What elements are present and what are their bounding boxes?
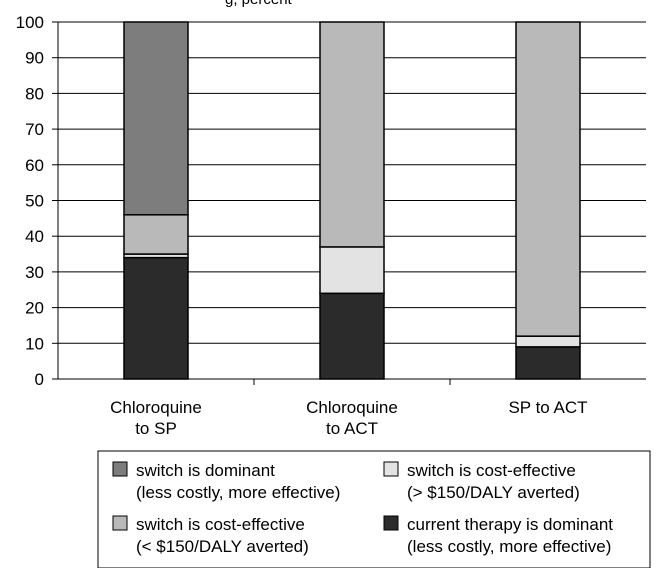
category-label-line: Chloroquine	[110, 398, 202, 417]
legend-swatch	[112, 461, 128, 477]
y-tick-label: 20	[25, 299, 44, 318]
legend-label-detail: (> $150/DALY averted)	[407, 483, 580, 502]
bar-segment	[319, 21, 385, 248]
legend-label: switch is cost-effective	[407, 461, 576, 480]
bar-segment	[123, 214, 189, 255]
category-label-line: Chloroquine	[306, 398, 398, 417]
category-label: Chloroquine to ACT	[306, 398, 398, 438]
y-tick-label: 10	[25, 334, 44, 353]
top-text-fragment: g, percent	[225, 0, 293, 8]
bar-segment	[515, 346, 581, 380]
bar-segment	[515, 335, 581, 348]
legend-label: current therapy is dominant	[407, 515, 613, 534]
bar-segment	[123, 256, 189, 380]
y-tick-label: 70	[25, 120, 44, 139]
legend-swatch	[383, 461, 399, 477]
legend-label-detail: (< $150/DALY averted)	[136, 537, 309, 556]
legend-label-detail: (less costly, more effective)	[407, 537, 611, 556]
y-tick-label: 60	[25, 156, 44, 175]
bar-segment	[319, 292, 385, 380]
legend-swatch	[112, 515, 128, 531]
legend-swatch	[383, 515, 399, 531]
y-tick-label: 80	[25, 84, 44, 103]
bar-segment	[319, 246, 385, 295]
category-label: Chloroquine to SP	[110, 398, 202, 438]
y-tick-label: 100	[16, 13, 44, 32]
y-tick-label: 90	[25, 49, 44, 68]
category-label-line: to SP	[135, 419, 177, 438]
bar-segment	[515, 21, 581, 337]
legend-label: switch is dominant	[136, 461, 275, 480]
y-tick-label: 0	[35, 370, 44, 389]
legend-label-detail: (less costly, more effective)	[136, 483, 340, 502]
bar-segment	[123, 21, 189, 216]
y-tick-label: 40	[25, 227, 44, 246]
legend-box	[97, 450, 651, 568]
category-label-line: to ACT	[326, 419, 378, 438]
legend-label: switch is cost-effective	[136, 515, 305, 534]
y-tick-label: 50	[25, 192, 44, 211]
y-tick-label: 30	[25, 263, 44, 282]
category-label-line: SP to ACT	[508, 398, 587, 417]
category-label: SP to ACT	[508, 398, 587, 417]
